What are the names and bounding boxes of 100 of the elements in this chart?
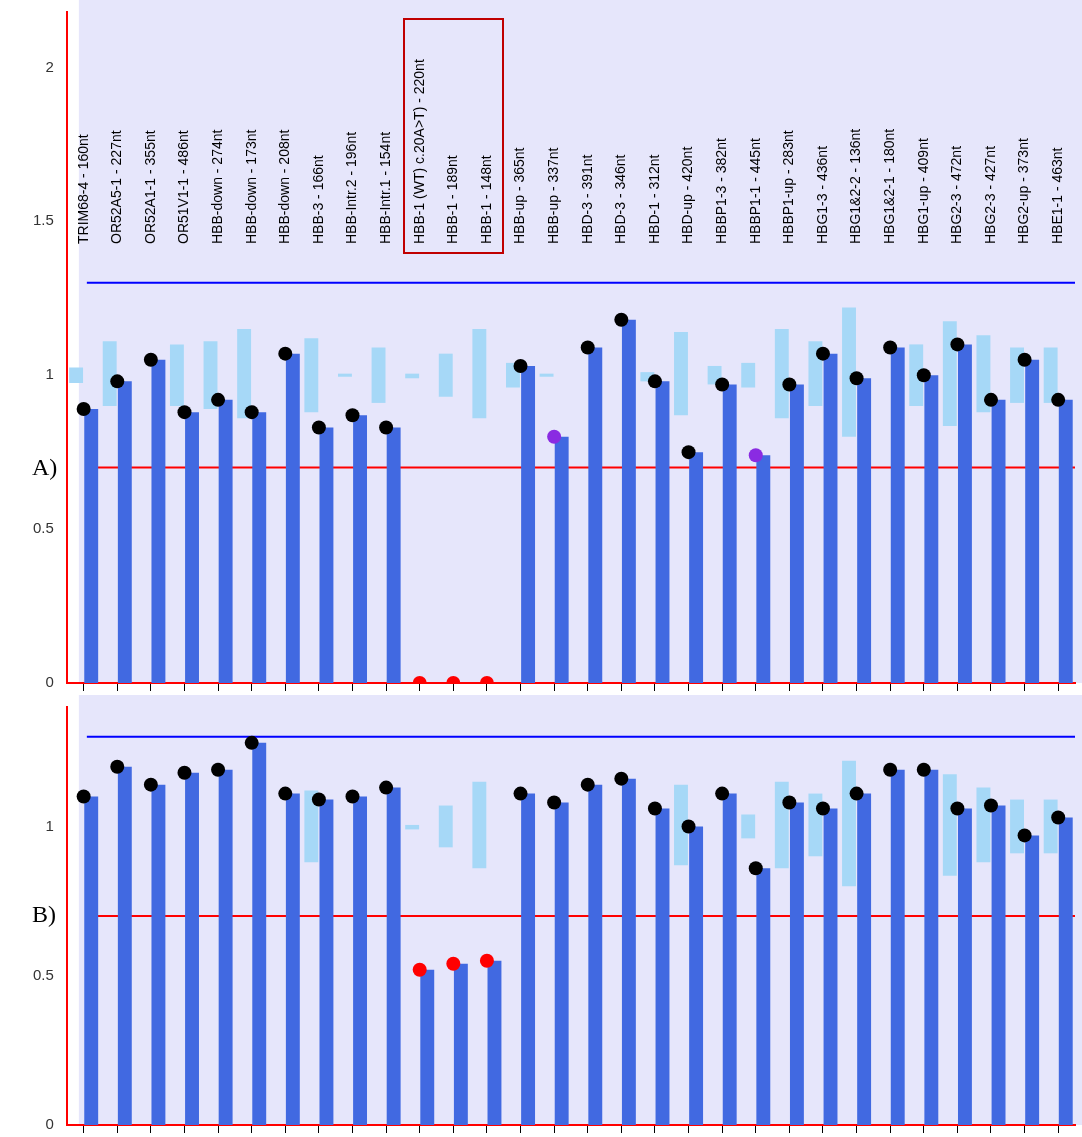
x-tick-label: HBG2-3 - 427nt: [981, 145, 998, 244]
bar: [774, 781, 789, 869]
bar: [386, 787, 401, 1125]
bar: [808, 341, 823, 406]
bar: [420, 969, 435, 1125]
bar: [942, 321, 957, 426]
bar: [353, 796, 368, 1125]
point: [547, 429, 562, 444]
bar: [1043, 799, 1058, 854]
point: [580, 340, 595, 355]
bar: [252, 742, 267, 1125]
bar: [722, 793, 737, 1125]
point: [311, 420, 326, 435]
x-tick-label: HBG2-3 - 472nt: [948, 145, 965, 244]
x-tick-label: OR52A1-1 - 355nt: [141, 130, 158, 244]
bar: [756, 868, 771, 1125]
point: [950, 801, 965, 816]
point: [748, 861, 763, 876]
point: [614, 771, 629, 786]
bar: [789, 802, 804, 1125]
point: [547, 795, 562, 810]
bar: [1025, 835, 1040, 1125]
bar: [185, 412, 199, 683]
bar: [957, 808, 972, 1125]
bar: [438, 805, 453, 848]
x-tick-label: HBB-down - 274nt: [208, 129, 225, 244]
bar: [741, 362, 756, 388]
bar: [185, 772, 199, 1125]
bar: [285, 353, 300, 683]
point: [681, 445, 696, 460]
bar: [1010, 799, 1024, 854]
bar: [774, 329, 789, 419]
point: [883, 340, 898, 355]
point: [916, 368, 931, 383]
point: [379, 780, 394, 795]
bar: [84, 796, 99, 1125]
bar: [1058, 817, 1073, 1125]
x-tick-label: HBB-Intr.2 - 196nt: [343, 131, 360, 244]
bar: [909, 344, 924, 406]
x-tick-label: HBE1-1 - 463nt: [1049, 147, 1066, 244]
point: [983, 798, 998, 813]
bar: [319, 799, 334, 1125]
point: [782, 795, 797, 810]
point: [278, 346, 293, 361]
bar: [117, 766, 132, 1125]
point: [950, 337, 965, 352]
bar: [655, 381, 670, 683]
bar: [252, 412, 267, 683]
point: [1051, 392, 1066, 407]
bar: [304, 338, 319, 413]
x-tick-label: HBB-1 (WT) c.20A>T) - 220nt: [410, 59, 427, 244]
point: [345, 408, 360, 423]
bar: [976, 335, 991, 413]
y-tick-label: 0: [45, 1115, 54, 1133]
bar: [991, 805, 1006, 1125]
bar: [674, 332, 688, 416]
bar: [621, 319, 636, 683]
x-tick-label: OR51V1-1 - 486nt: [175, 130, 192, 244]
bar: [1010, 347, 1024, 403]
point: [983, 392, 998, 407]
bar: [823, 808, 838, 1125]
bar: [890, 347, 905, 683]
x-tick-label: HBG1-up - 409nt: [914, 138, 931, 244]
point: [379, 420, 394, 435]
bar: [304, 790, 319, 863]
bar: [319, 427, 334, 683]
bar: [218, 769, 233, 1125]
point: [143, 352, 158, 367]
point: [815, 801, 830, 816]
y-tick-label: 0.5: [32, 965, 54, 983]
bar: [588, 784, 603, 1125]
y-tick-label: 2: [45, 57, 54, 75]
point: [782, 377, 797, 392]
bar: [438, 353, 453, 397]
bar: [554, 436, 569, 683]
bar: [976, 787, 991, 863]
bar: [857, 378, 872, 683]
x-tick-label: HBG1&2-1 - 180nt: [881, 128, 898, 244]
point: [916, 762, 931, 777]
bar: [942, 774, 957, 876]
bar: [756, 455, 771, 683]
x-tick-label: HBD-1 - 312nt: [645, 154, 662, 244]
x-tick-label: HBBP1-1 - 445nt: [746, 138, 763, 244]
x-tick-label: HBG2-up - 373nt: [1015, 138, 1032, 244]
bar: [789, 384, 804, 683]
point: [1017, 352, 1032, 367]
point: [211, 762, 226, 777]
y-tick-label: 0: [45, 673, 54, 691]
point: [143, 777, 158, 792]
x-tick-label: HBB-up - 337nt: [544, 147, 561, 244]
point: [849, 371, 864, 386]
bar: [117, 381, 132, 683]
bar: [472, 781, 487, 869]
point: [177, 765, 192, 780]
point: [76, 789, 91, 804]
bar: [218, 399, 233, 683]
point: [76, 402, 91, 417]
x-tick-label: HBB-3 - 166nt: [309, 155, 326, 244]
bar: [554, 802, 569, 1125]
bar: [386, 427, 401, 683]
